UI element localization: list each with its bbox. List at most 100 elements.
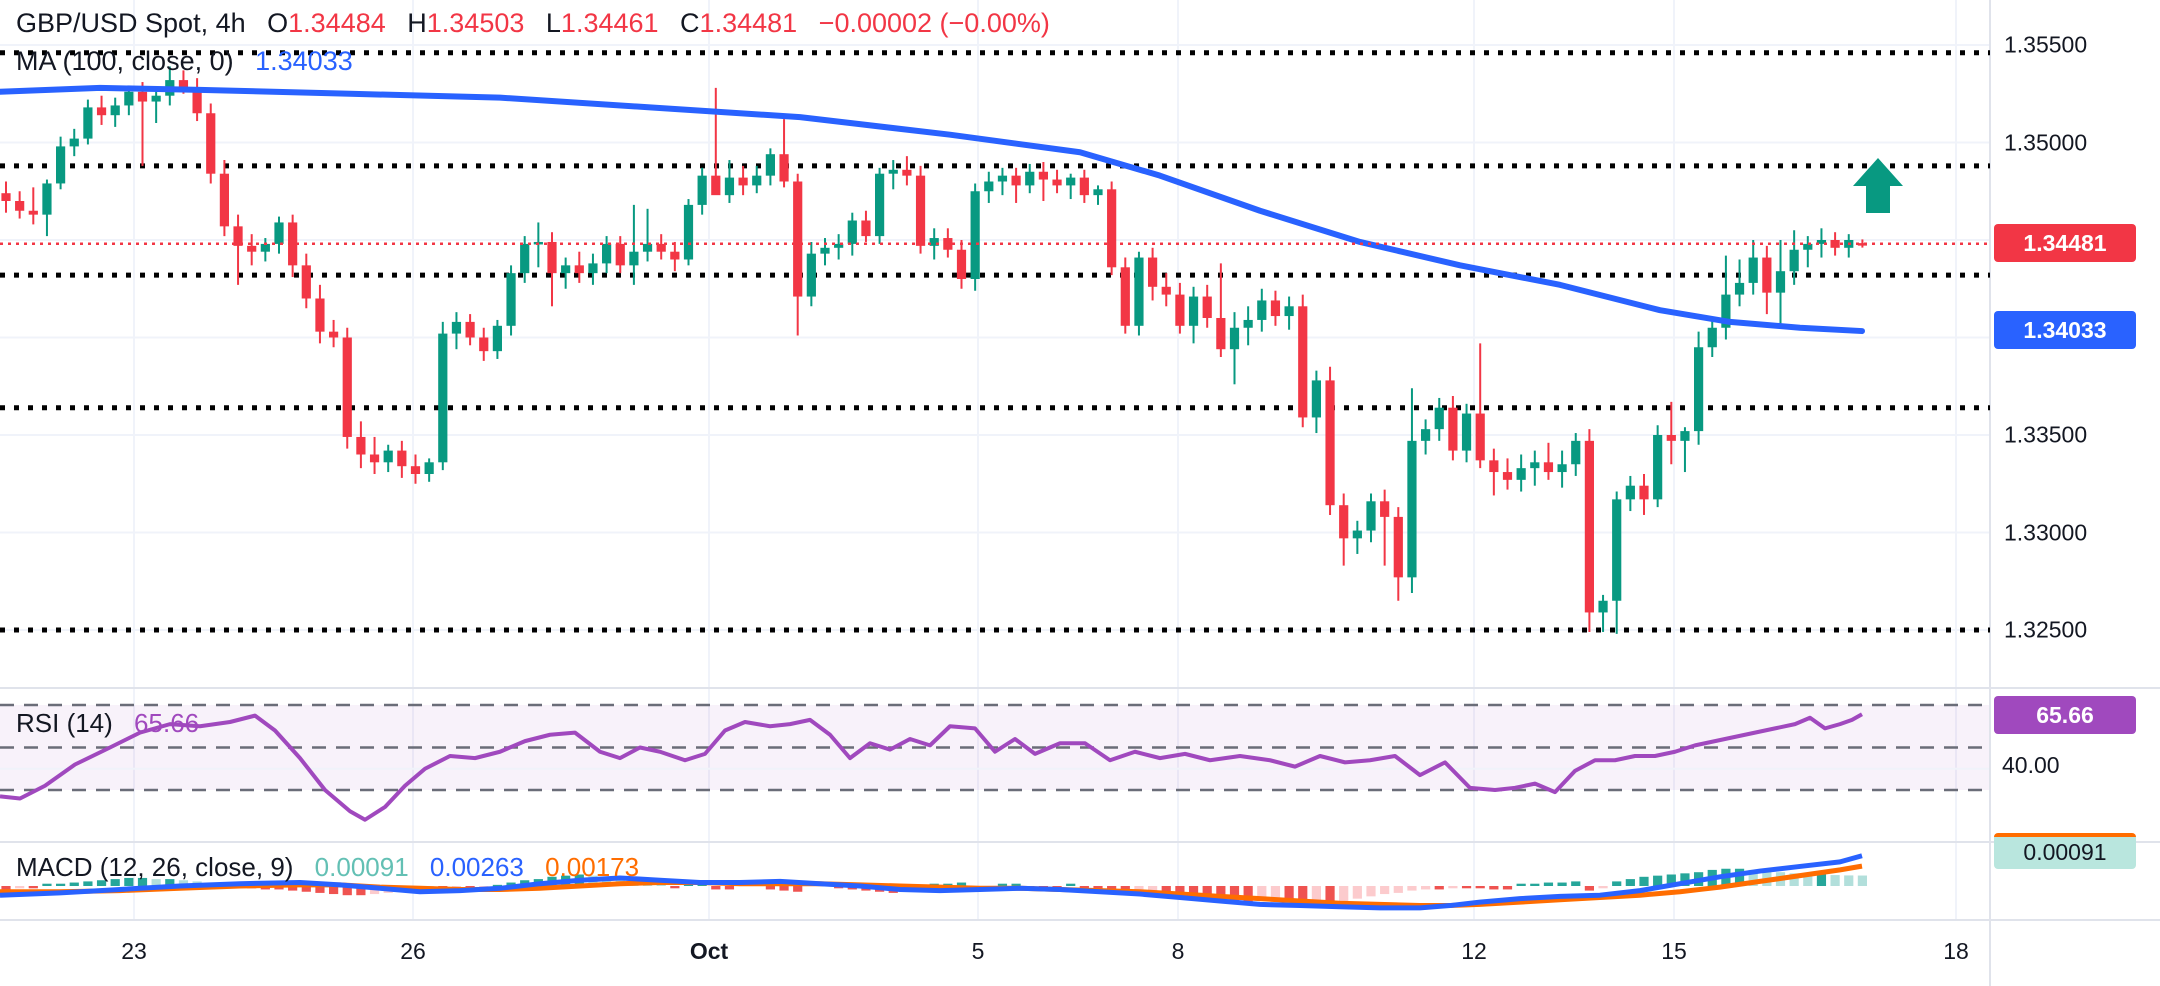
candle-body xyxy=(1161,286,1171,295)
candle-body xyxy=(1011,175,1021,186)
candle-body xyxy=(274,222,284,244)
candle-body xyxy=(1,193,11,201)
candle-body xyxy=(451,321,462,334)
candle-body xyxy=(834,243,844,248)
rsi-label: RSI (14) xyxy=(16,708,113,738)
candle-body xyxy=(342,337,352,437)
macd-histogram-bar xyxy=(110,879,120,886)
candle-body xyxy=(1352,530,1362,539)
macd-histogram-bar xyxy=(1844,875,1854,886)
macd-histogram-bar xyxy=(1489,886,1499,890)
candle-body xyxy=(1830,240,1840,248)
time-axis-label: 26 xyxy=(400,938,426,964)
up-arrow-marker[interactable] xyxy=(1853,158,1903,213)
candle-body xyxy=(765,154,775,176)
macd-histogram-bar xyxy=(15,886,25,889)
ohlc-close-value: 1.34481 xyxy=(699,8,798,38)
ohlc-close-label: C xyxy=(680,8,700,38)
ma-label: MA (100, close, 0) xyxy=(16,46,234,76)
candle-body xyxy=(670,251,680,260)
time-axis-label: Oct xyxy=(689,938,729,964)
macd-histogram-bar xyxy=(1339,886,1349,901)
rsi-axis-label: 40.00 xyxy=(2002,752,2060,778)
macd-histogram-bar xyxy=(765,886,775,890)
macd-histogram-bar xyxy=(96,880,107,886)
macd-legend[interactable]: MACD (12, 26, close, 9) 0.00091 0.00263 … xyxy=(16,852,639,883)
candle-body xyxy=(1339,505,1349,539)
candle-body xyxy=(1584,440,1594,613)
candle-body xyxy=(1516,468,1526,480)
ma-price-badge: 1.34033 xyxy=(1994,311,2136,349)
candle-body xyxy=(1380,501,1390,517)
candle-body xyxy=(806,253,816,297)
candle-body xyxy=(137,91,148,102)
candle-body xyxy=(1270,300,1281,317)
candle-body xyxy=(1066,177,1076,186)
macd-histogram-bar xyxy=(1407,886,1417,891)
macd-histogram-bar xyxy=(1734,868,1745,886)
macd-histogram-bar xyxy=(1557,882,1567,886)
macd-histogram-bar xyxy=(711,886,721,890)
macd-histogram-bar xyxy=(492,884,502,887)
candle-body xyxy=(1134,257,1144,326)
macd-histogram-bar xyxy=(1325,886,1335,904)
rsi-legend[interactable]: RSI (14) 65.66 xyxy=(16,708,199,739)
candle-body xyxy=(1666,435,1676,441)
macd-histogram-bar xyxy=(83,881,93,886)
candle-body xyxy=(96,107,107,116)
candle-body xyxy=(1502,472,1513,480)
candle-body xyxy=(752,175,762,186)
ma-legend[interactable]: MA (100, close, 0) 1.34033 xyxy=(16,46,353,77)
macd-histogram-bar xyxy=(943,883,953,886)
candle-body xyxy=(424,462,434,474)
symbol-legend[interactable]: GBP/USD Spot, 4h O1.34484 H1.34503 L1.34… xyxy=(16,8,1050,39)
macd-histogram-bar xyxy=(1530,883,1540,886)
macd-histogram-bar xyxy=(1257,886,1267,901)
macd-histogram-bar xyxy=(342,886,352,896)
candle-body xyxy=(397,450,407,467)
macd-histogram-bar xyxy=(1393,886,1403,893)
macd-histogram-bar xyxy=(1284,886,1294,901)
macd-label: MACD (12, 26, close, 9) xyxy=(16,852,294,882)
candle-body xyxy=(56,146,66,184)
candle-body xyxy=(1216,318,1226,350)
macd-histogram-bar xyxy=(356,886,366,896)
candle-body xyxy=(288,222,298,266)
candle-body xyxy=(369,454,380,463)
candle-body xyxy=(1803,243,1813,250)
candle-body xyxy=(83,107,93,139)
candle-body xyxy=(1857,243,1867,246)
candle-body xyxy=(1434,407,1444,430)
candle-body xyxy=(42,183,52,215)
macd-hist-value: 0.00091 xyxy=(314,852,409,882)
macd-histogram-bar xyxy=(1816,874,1827,886)
macd-histogram-bar xyxy=(1625,879,1635,886)
macd-histogram-bar xyxy=(1352,886,1362,899)
candle-body xyxy=(711,175,721,196)
candle-body xyxy=(588,263,598,274)
candle-body xyxy=(1598,600,1608,613)
price-axis-label: 1.33000 xyxy=(2004,519,2088,545)
candle-body xyxy=(219,173,229,227)
candle-body xyxy=(943,238,953,250)
macd-histogram-bar xyxy=(1311,886,1321,903)
macd-value-badge: 0.00091 xyxy=(1994,833,2136,869)
macd-histogram-bar xyxy=(1543,882,1554,886)
macd-histogram-bar xyxy=(301,886,311,892)
macd-histogram-bar xyxy=(1653,875,1663,886)
candle-body xyxy=(793,181,803,297)
macd-histogram-bar xyxy=(151,879,161,886)
price-axis-label: 1.35500 xyxy=(2004,31,2088,58)
macd-histogram-bar xyxy=(1229,886,1240,901)
macd-histogram-bar xyxy=(1298,886,1308,904)
macd-histogram-bar xyxy=(1639,876,1649,886)
rsi-value-badge: 65.66 xyxy=(1994,696,2136,734)
candle-body xyxy=(1038,171,1048,180)
time-axis-label: 23 xyxy=(121,938,147,964)
candle-body xyxy=(206,113,216,174)
candle-body xyxy=(465,321,475,338)
candle-body xyxy=(847,220,857,244)
candle-body xyxy=(1243,319,1253,328)
candle-body xyxy=(410,466,421,474)
